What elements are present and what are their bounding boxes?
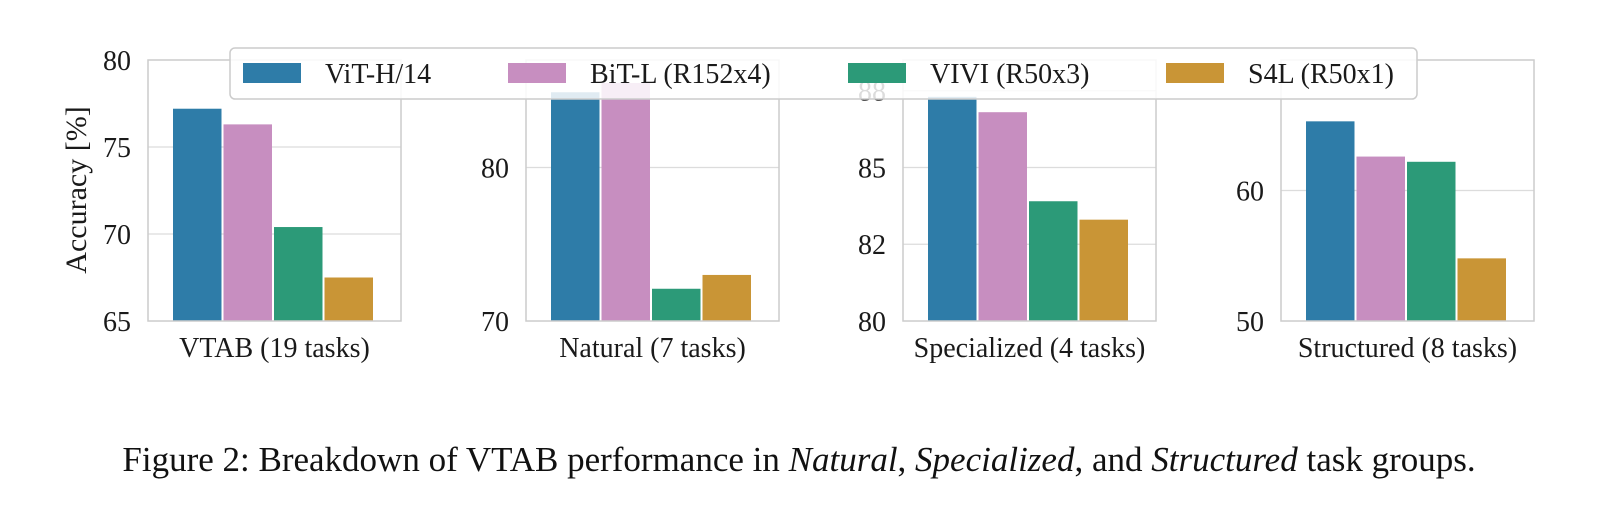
- bar-natural-7-tasks-bit-l-r152x4: [601, 83, 650, 321]
- panel-natural-7-tasks: 70 80 Natural (7 tasks): [481, 59, 780, 364]
- x-axis-label: Natural (7 tasks): [559, 333, 746, 364]
- y-tick-label: 85: [858, 153, 886, 184]
- legend-swatch-bit-l-r152x4: [508, 63, 566, 83]
- y-axis-label: Accuracy [%]: [60, 106, 93, 273]
- y-tick-label: 70: [103, 220, 131, 251]
- legend-label-vivi-r50x3: VIVI (R50x3): [930, 59, 1089, 90]
- bar-structured-8-tasks-vivi-r50x3: [1407, 161, 1456, 321]
- y-tick-label: 75: [103, 133, 131, 164]
- y-tick-label: 82: [858, 230, 886, 261]
- y-tick-label: 80: [481, 153, 509, 184]
- y-tick-label: 80: [103, 46, 131, 77]
- caption-prefix: Figure 2: Breakdown of VTAB performance …: [122, 440, 789, 479]
- bar-vtab-19-tasks-vivi-r50x3: [274, 227, 323, 321]
- caption-structured: Structured: [1151, 440, 1298, 479]
- bar-specialized-4-tasks-bit-l-r152x4: [978, 112, 1027, 321]
- caption-sep1: ,: [897, 440, 916, 479]
- legend-label-s4l-r50x1: S4L (R50x1): [1248, 59, 1394, 90]
- bar-natural-7-tasks-vit-h-14: [551, 92, 600, 321]
- legend-swatch-vivi-r50x3: [848, 63, 906, 83]
- bar-vtab-19-tasks-bit-l-r152x4: [223, 124, 272, 321]
- y-tick-label: 65: [103, 307, 131, 338]
- legend-frame: [229, 47, 1418, 100]
- chart-panels: 65 70 75 80 VTAB (19 tasks) 70 80 Natural (7 ta…: [103, 46, 1535, 364]
- bar-natural-7-tasks-s4l-r50x1: [702, 274, 751, 321]
- y-tick-label: 80: [858, 307, 886, 338]
- bar-specialized-4-tasks-s4l-r50x1: [1079, 219, 1128, 321]
- x-axis-label: Specialized (4 tasks): [914, 333, 1146, 364]
- bar-structured-8-tasks-bit-l-r152x4: [1356, 156, 1405, 321]
- y-tick-label: 70: [481, 307, 509, 338]
- caption-natural: Natural: [788, 440, 898, 479]
- y-tick-label: 50: [1236, 307, 1264, 338]
- caption-sep2: , and: [1074, 440, 1152, 479]
- panel-specialized-4-tasks: 80828588Specialized (4 tasks): [858, 59, 1157, 364]
- bar-vtab-19-tasks-vit-h-14: [173, 108, 222, 321]
- figure-caption: Figure 2: Breakdown of VTAB performance …: [0, 440, 1598, 480]
- bar-natural-7-tasks-vivi-r50x3: [652, 288, 701, 321]
- caption-specialized: Specialized: [915, 440, 1075, 479]
- legend-swatch-s4l-r50x1: [1166, 63, 1224, 83]
- legend-swatch-vit-h-14: [243, 63, 301, 83]
- bar-specialized-4-tasks-vivi-r50x3: [1029, 201, 1078, 321]
- x-axis-label: VTAB (19 tasks): [179, 333, 370, 364]
- caption-suffix: task groups.: [1297, 440, 1476, 479]
- x-axis-label: Structured (8 tasks): [1298, 333, 1517, 364]
- legend-label-vit-h-14: ViT-H/14: [325, 59, 431, 90]
- panel-structured-8-tasks: 50 60 Structured (8 tasks): [1236, 59, 1535, 364]
- chart-legend: ViT-H/14 BiT-L (R152x4) VIVI (R50x3) S4L (R…: [229, 47, 1418, 100]
- bar-vtab-19-tasks-s4l-r50x1: [324, 277, 373, 321]
- bar-structured-8-tasks-vit-h-14: [1306, 121, 1355, 322]
- bar-specialized-4-tasks-vit-h-14: [928, 96, 977, 321]
- legend-label-bit-l-r152x4: BiT-L (R152x4): [590, 59, 771, 90]
- panel-vtab-19-tasks: 65 70 75 80 VTAB (19 tasks): [103, 46, 402, 364]
- y-tick-label: 60: [1236, 177, 1264, 208]
- bar-structured-8-tasks-s4l-r50x1: [1457, 258, 1506, 321]
